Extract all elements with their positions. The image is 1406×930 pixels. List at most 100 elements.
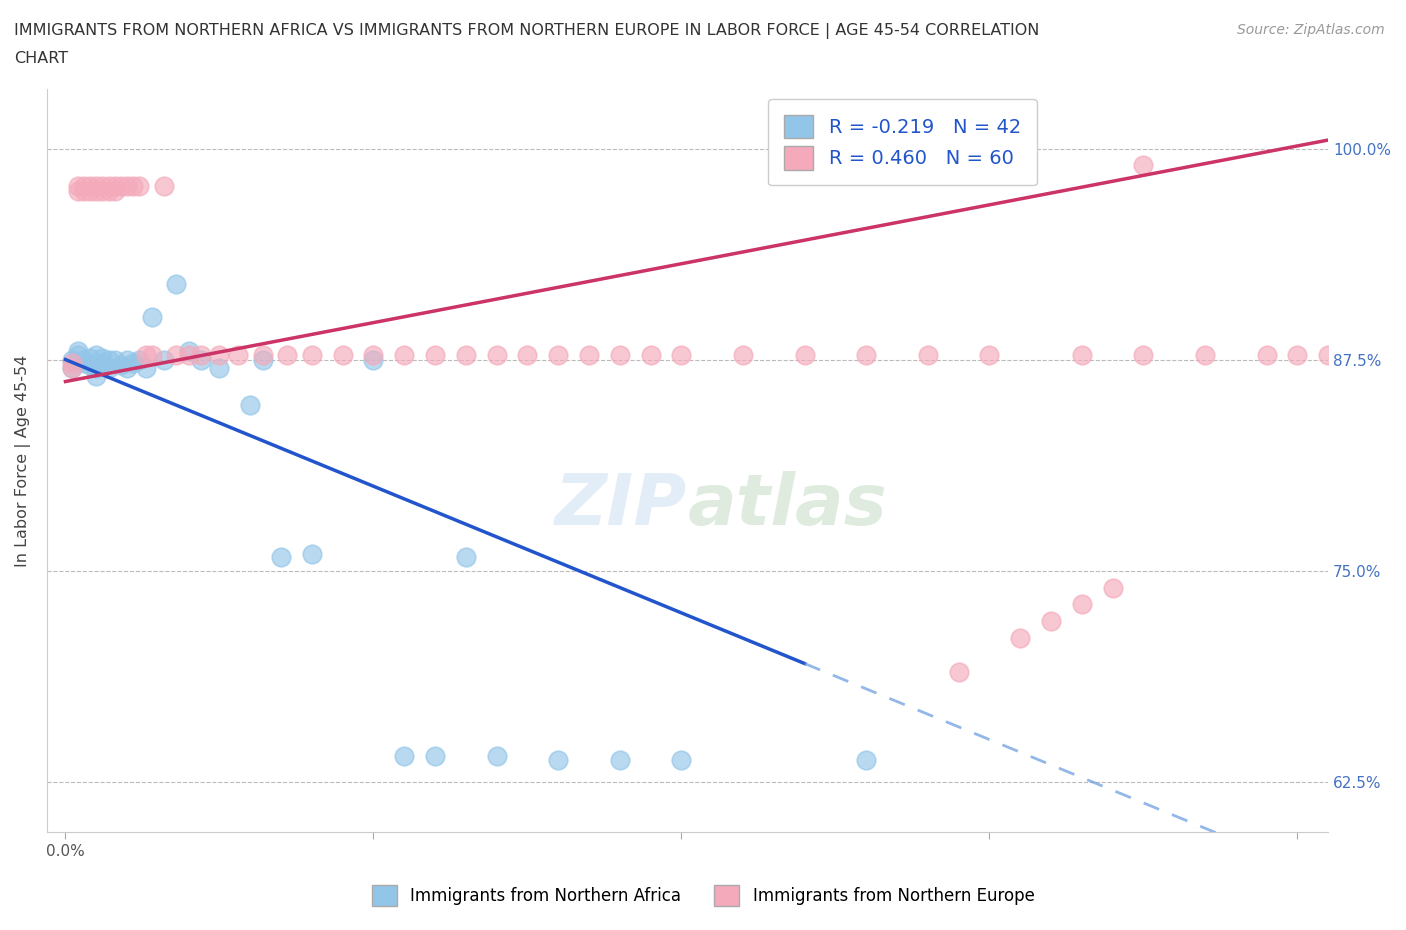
Point (104, 179, 127, 193)
Point (485, 749, 508, 764)
Point (115, 352, 138, 367)
Point (84, 361, 107, 376)
Point (423, 347, 446, 362)
Point (153, 179, 176, 193)
Point (73, 352, 96, 367)
Point (153, 352, 176, 367)
Point (190, 352, 212, 367)
Point (671, 347, 693, 362)
Point (128, 352, 150, 367)
Point (208, 347, 231, 362)
Point (104, 183, 127, 198)
Text: Source: ZipAtlas.com: Source: ZipAtlas.com (1237, 23, 1385, 37)
Point (141, 347, 163, 362)
Point (547, 752, 569, 767)
Point (363, 352, 385, 367)
Point (115, 179, 138, 193)
Point (110, 179, 132, 193)
Point (84, 347, 107, 362)
Point (66, 183, 89, 198)
Y-axis label: In Labor Force | Age 45-54: In Labor Force | Age 45-54 (15, 354, 31, 567)
Point (239, 398, 262, 413)
Point (141, 310, 163, 325)
Point (226, 347, 249, 362)
Point (1070, 597, 1092, 612)
Legend: Immigrants from Northern Africa, Immigrants from Northern Europe: Immigrants from Northern Africa, Immigra… (366, 879, 1040, 912)
Point (97, 183, 120, 198)
Point (1101, 580, 1123, 595)
Point (392, 749, 415, 764)
Point (66, 179, 89, 193)
Point (1194, 347, 1216, 362)
Point (609, 752, 631, 767)
Point (1256, 347, 1278, 362)
Point (855, 752, 877, 767)
Point (91, 183, 114, 198)
Point (128, 179, 150, 193)
Point (1317, 347, 1340, 362)
Point (917, 347, 939, 362)
Point (1286, 347, 1309, 362)
Point (135, 347, 157, 362)
Point (208, 361, 231, 376)
Point (97, 361, 120, 376)
Point (73, 179, 96, 193)
Point (1039, 614, 1062, 629)
Point (66, 344, 89, 359)
Point (115, 361, 138, 376)
Point (177, 347, 200, 362)
Point (609, 347, 631, 362)
Point (60, 352, 83, 367)
Point (578, 347, 600, 362)
Point (1132, 158, 1154, 173)
Point (516, 347, 538, 362)
Point (122, 179, 145, 193)
Point (79, 351, 101, 365)
Point (79, 179, 101, 193)
Point (547, 347, 569, 362)
Point (1070, 347, 1092, 362)
Text: atlas: atlas (688, 471, 887, 540)
Text: ZIP: ZIP (555, 471, 688, 540)
Point (60, 355, 83, 370)
Point (110, 357, 132, 372)
Point (252, 352, 274, 367)
Point (104, 352, 127, 367)
Point (252, 347, 274, 362)
Point (454, 550, 477, 565)
Point (60, 361, 83, 376)
Point (948, 665, 970, 680)
Legend: R = -0.219   N = 42, R = 0.460   N = 60: R = -0.219 N = 42, R = 0.460 N = 60 (769, 100, 1036, 185)
Point (91, 351, 114, 365)
Point (270, 550, 292, 565)
Point (79, 183, 101, 198)
Point (165, 347, 187, 362)
Point (66, 347, 89, 362)
Point (122, 355, 145, 370)
Point (979, 347, 1001, 362)
Point (392, 347, 415, 362)
Point (1039, 887, 1062, 902)
Point (165, 276, 187, 291)
Point (135, 361, 157, 376)
Point (97, 352, 120, 367)
Point (60, 361, 83, 376)
Point (190, 347, 212, 362)
Point (91, 179, 114, 193)
Point (731, 347, 754, 362)
Point (301, 347, 323, 362)
Point (1132, 347, 1154, 362)
Point (84, 369, 107, 384)
Point (332, 347, 354, 362)
Point (793, 347, 815, 362)
Point (640, 347, 662, 362)
Point (177, 344, 200, 359)
Point (97, 179, 120, 193)
Text: IMMIGRANTS FROM NORTHERN AFRICA VS IMMIGRANTS FROM NORTHERN EUROPE IN LABOR FORC: IMMIGRANTS FROM NORTHERN AFRICA VS IMMIG… (14, 23, 1039, 39)
Point (276, 347, 298, 362)
Point (855, 347, 877, 362)
Point (301, 546, 323, 561)
Point (79, 357, 101, 372)
Point (73, 355, 96, 370)
Point (423, 749, 446, 764)
